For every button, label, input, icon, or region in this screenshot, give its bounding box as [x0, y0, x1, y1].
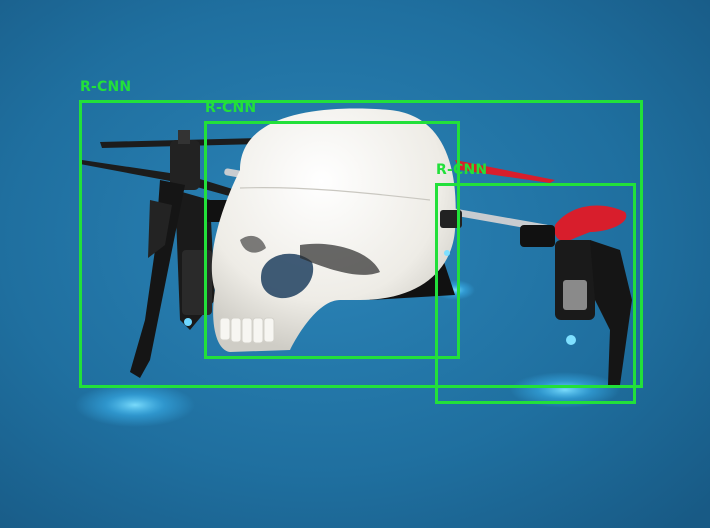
left-motor — [170, 140, 200, 190]
right-leg — [590, 240, 632, 385]
detection-box-drone-arm — [435, 183, 636, 404]
skull-eye-socket — [260, 253, 314, 299]
detection-label-drone-arm: R-CNN — [436, 162, 488, 178]
right-led — [566, 335, 576, 345]
detection-box-drone — [79, 100, 643, 388]
left-leg — [130, 180, 185, 378]
propeller-back-red — [455, 160, 555, 183]
led-glow-right — [510, 372, 620, 408]
detection-label-drone: R-CNN — [80, 79, 132, 95]
skull-nasal-cavity — [240, 235, 266, 253]
skull-cheek-cavity — [300, 243, 380, 275]
center-connector — [440, 210, 462, 228]
detection-box-skull — [204, 121, 460, 359]
left-led — [184, 318, 192, 326]
led-glow-left — [75, 383, 195, 427]
propeller-right-red — [554, 205, 627, 242]
left-leg-brace — [148, 200, 172, 258]
right-clamp — [520, 225, 555, 247]
left-motor-cap — [178, 130, 190, 144]
detection-label-skull: R-CNN — [205, 100, 257, 116]
right-motor-can — [563, 280, 587, 310]
skull-suture — [239, 187, 431, 201]
skull-teeth — [219, 317, 275, 344]
center-led — [444, 250, 450, 256]
